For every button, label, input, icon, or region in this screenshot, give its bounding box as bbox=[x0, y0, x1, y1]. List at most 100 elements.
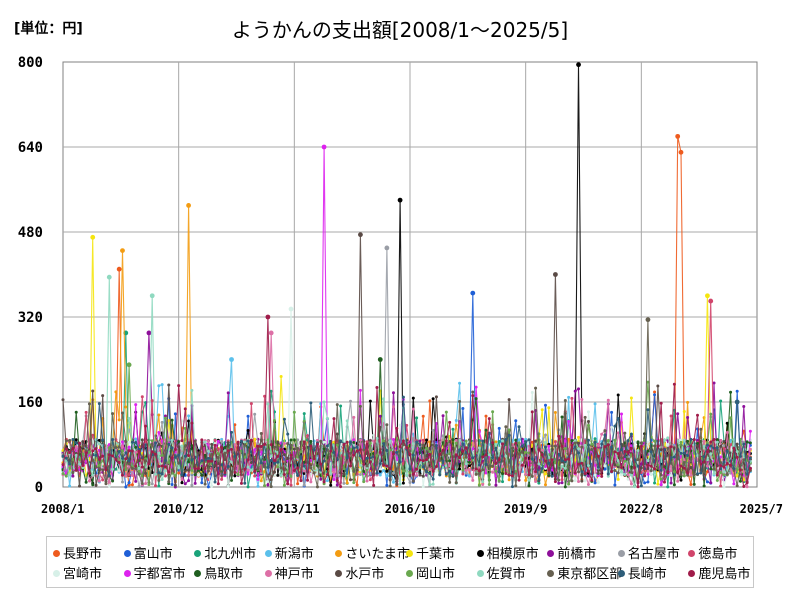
data-point bbox=[659, 448, 663, 452]
data-point bbox=[669, 445, 673, 449]
data-point bbox=[705, 480, 709, 484]
data-point bbox=[501, 472, 505, 476]
data-point bbox=[411, 442, 415, 446]
data-point bbox=[567, 420, 571, 424]
data-point bbox=[104, 468, 108, 472]
data-point bbox=[144, 424, 148, 428]
data-point bbox=[507, 428, 511, 432]
data-point bbox=[345, 481, 349, 485]
data-point bbox=[501, 439, 505, 443]
data-point bbox=[276, 440, 280, 444]
legend-marker bbox=[53, 550, 60, 557]
data-point bbox=[570, 458, 574, 462]
data-point bbox=[111, 412, 115, 416]
data-point bbox=[748, 466, 752, 470]
data-point bbox=[649, 450, 653, 454]
data-point bbox=[702, 444, 706, 448]
data-point bbox=[259, 432, 263, 436]
data-point bbox=[415, 473, 419, 477]
data-point bbox=[233, 454, 237, 458]
data-point bbox=[355, 468, 359, 472]
data-point bbox=[438, 458, 442, 462]
data-point bbox=[560, 444, 564, 448]
data-point bbox=[253, 412, 257, 416]
data-point bbox=[586, 410, 590, 414]
data-point bbox=[163, 414, 167, 418]
data-point bbox=[689, 465, 693, 469]
data-point bbox=[471, 447, 475, 451]
data-point bbox=[593, 440, 597, 444]
data-point bbox=[729, 416, 733, 420]
data-point bbox=[438, 452, 442, 456]
data-point bbox=[458, 448, 462, 452]
data-point bbox=[719, 464, 723, 468]
data-point bbox=[378, 414, 382, 418]
data-point bbox=[299, 479, 303, 483]
data-point bbox=[467, 468, 471, 472]
data-point bbox=[200, 459, 204, 463]
data-point bbox=[616, 393, 620, 397]
data-point bbox=[173, 412, 177, 416]
data-point bbox=[686, 473, 690, 477]
chart-title: ようかんの支出額[2008/1～2025/5] bbox=[231, 18, 569, 42]
data-point bbox=[220, 463, 224, 467]
data-point bbox=[659, 401, 663, 405]
data-point bbox=[101, 468, 105, 472]
data-point bbox=[187, 454, 191, 458]
data-point bbox=[481, 480, 485, 484]
data-point bbox=[233, 470, 237, 474]
data-point bbox=[712, 454, 716, 458]
data-point bbox=[193, 469, 197, 473]
data-point bbox=[669, 481, 673, 485]
data-point bbox=[154, 472, 158, 476]
data-point bbox=[613, 450, 617, 454]
data-point bbox=[676, 479, 680, 483]
data-point bbox=[365, 479, 369, 483]
data-point bbox=[653, 390, 657, 394]
data-point bbox=[173, 447, 177, 451]
data-point bbox=[230, 460, 234, 464]
data-point bbox=[64, 474, 68, 478]
data-point bbox=[705, 464, 709, 468]
data-point bbox=[517, 452, 521, 456]
data-point bbox=[117, 461, 121, 465]
data-point bbox=[405, 423, 409, 427]
data-point bbox=[339, 439, 343, 443]
data-point bbox=[662, 447, 666, 451]
legend-label: 長崎市 bbox=[627, 567, 667, 582]
data-point bbox=[689, 444, 693, 448]
data-point bbox=[365, 452, 369, 456]
data-point bbox=[722, 465, 726, 469]
data-point bbox=[494, 443, 498, 447]
data-point bbox=[649, 464, 653, 468]
data-point bbox=[388, 474, 392, 478]
data-point bbox=[715, 440, 719, 444]
legend-item: さいたま市 bbox=[335, 543, 410, 562]
data-point bbox=[187, 468, 191, 472]
data-point bbox=[725, 462, 729, 466]
data-point bbox=[425, 454, 429, 458]
data-point bbox=[679, 472, 683, 476]
data-point bbox=[319, 462, 323, 466]
legend: 長野市 富山市 北九州市 新潟市 さいたま市 千葉市 相模原市 前橋市 名古屋市 徳島市 宮崎市 宇都… bbox=[46, 536, 754, 588]
data-point bbox=[623, 463, 627, 467]
data-point bbox=[510, 474, 514, 478]
data-point bbox=[550, 474, 554, 478]
data-point bbox=[689, 457, 693, 461]
data-point bbox=[732, 438, 736, 442]
data-point bbox=[679, 460, 683, 464]
data-point bbox=[593, 437, 597, 441]
data-point-peak bbox=[678, 149, 684, 155]
data-point bbox=[124, 474, 128, 478]
data-point bbox=[391, 471, 395, 475]
data-point bbox=[124, 405, 128, 409]
data-point bbox=[117, 469, 121, 473]
data-point bbox=[385, 474, 389, 478]
data-point bbox=[626, 439, 630, 443]
data-point bbox=[358, 388, 362, 392]
data-point bbox=[491, 441, 495, 445]
data-point bbox=[428, 483, 432, 487]
data-point bbox=[603, 467, 607, 471]
data-point bbox=[64, 456, 68, 460]
data-point bbox=[375, 436, 379, 440]
